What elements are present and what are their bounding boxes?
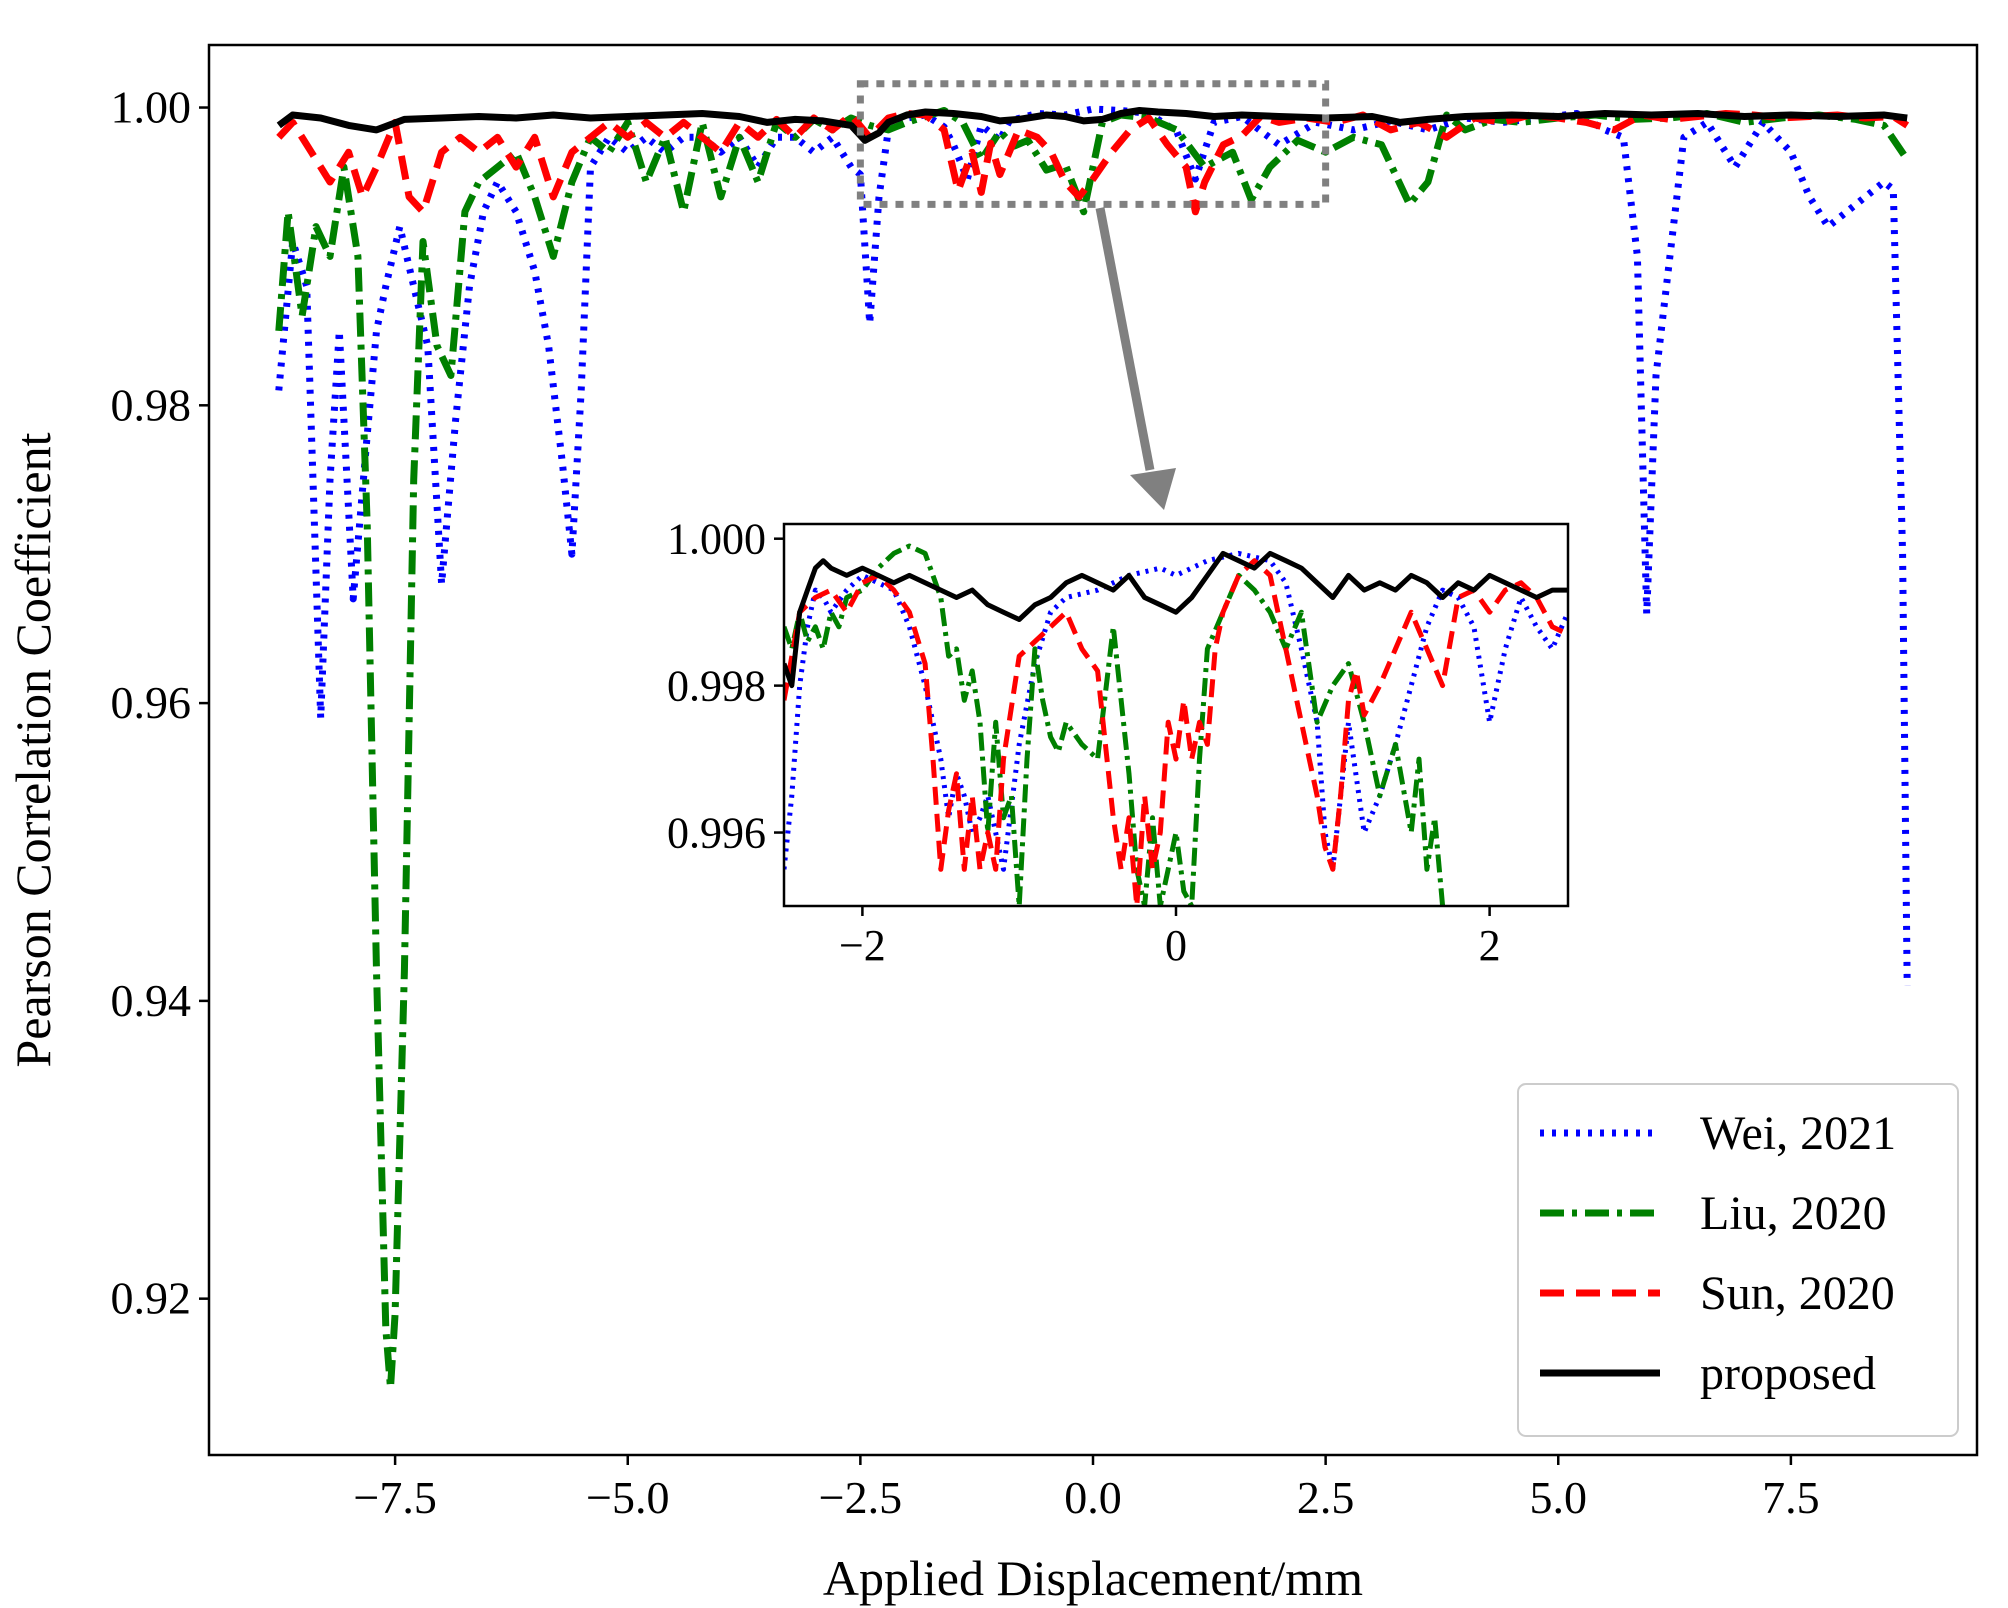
main-plot: −7.5 −5.0 −2.5 0.0 2.5 5.0 7.5 0.920.940.960.9…	[5, 43, 1979, 1606]
main-y-tick-label: 0.92	[111, 1273, 192, 1324]
inset-series-sun-2020	[784, 558, 1568, 906]
inset-series-proposed	[784, 550, 1568, 689]
main-x-tick-label: −7.5	[353, 1472, 436, 1523]
main-x-ticks: −7.5 −5.0 −2.5 0.0 2.5 5.0 7.5	[353, 1455, 1820, 1523]
inset-series-layer	[784, 543, 1568, 906]
inset-x-tick-label: 0	[1165, 921, 1187, 970]
inset-x-ticks: −2 0 2	[839, 906, 1501, 970]
inset-x-tick-label: −2	[839, 921, 886, 970]
inset-x-tick-label: 2	[1479, 921, 1501, 970]
main-series-wei-2021	[275, 105, 1911, 987]
inset-y-ticks: 0.996 0.998 1.000	[667, 515, 784, 858]
main-y-ticks: 0.92 0.94 0.96 0.98 1.00	[111, 82, 209, 1324]
y-axis-label: Pearson Correlation Coefficient	[5, 432, 61, 1067]
legend-box	[1517, 1083, 1959, 1437]
zoom-box	[856, 80, 1330, 208]
main-y-tick-label: 1.00	[111, 82, 192, 133]
legend-items: Wei, 2021 Liu, 2020 Sun, 2020 proposed	[1540, 1107, 1896, 1400]
legend-label-wei-2021: Wei, 2021	[1700, 1107, 1896, 1160]
main-x-tick-label: 0.0	[1064, 1472, 1122, 1523]
main-x-tick-label: 5.0	[1530, 1472, 1588, 1523]
main-series-sun-2020	[276, 110, 1910, 216]
legend-label-liu-2020: Liu, 2020	[1700, 1187, 1887, 1240]
main-x-tick-label: −2.5	[819, 1472, 902, 1523]
inset-y-tick-label: 0.996	[667, 809, 766, 858]
main-y-tick-label: 0.98	[111, 379, 192, 430]
zoom-arrow	[1095, 207, 1155, 471]
x-axis-label: Applied Displacement/mm	[823, 1550, 1363, 1606]
main-x-tick-label: 7.5	[1762, 1472, 1820, 1523]
inset-series-liu-2020	[784, 543, 1446, 906]
main-x-tick-label: 2.5	[1297, 1472, 1355, 1523]
zoom-box-layer	[856, 80, 1330, 510]
main-y-tick-label: 0.96	[111, 677, 192, 728]
inset-plot: −2 0 2 0.996 0.998 1.000	[667, 515, 1570, 970]
main-y-tick-label: 0.94	[111, 975, 192, 1026]
legend-label-proposed: proposed	[1700, 1347, 1876, 1400]
main-series-layer	[275, 105, 1911, 1392]
main-x-tick-label: −5.0	[586, 1472, 669, 1523]
inset-y-tick-label: 1.000	[667, 515, 766, 564]
main-series-proposed	[276, 107, 1908, 144]
legend-label-sun-2020: Sun, 2020	[1700, 1267, 1895, 1320]
legend: Wei, 2021 Liu, 2020 Sun, 2020 proposed	[1517, 1083, 1959, 1437]
inset-y-tick-label: 0.998	[667, 662, 766, 711]
zoom-arrow-head	[1130, 468, 1176, 510]
